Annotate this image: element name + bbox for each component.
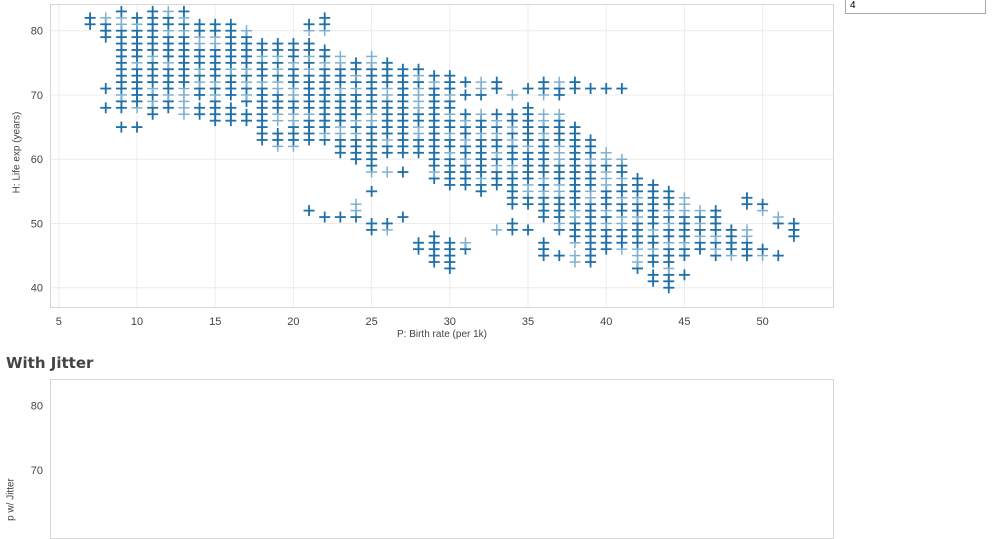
chart2-plot-frame — [50, 379, 834, 539]
chart1-x-tick-label: 20 — [287, 316, 299, 328]
chart1-x-tick-label: 45 — [678, 316, 690, 328]
chart1-y-tick-label: 70 — [31, 90, 43, 102]
chart1-x-tick-label: 10 — [131, 316, 143, 328]
chart2-y-tick-label: 80 — [31, 401, 43, 413]
chart1-y-tick-label: 60 — [31, 154, 43, 166]
chart1-x-tick-label: 25 — [365, 316, 377, 328]
chart1-y-axis-label: H: Life exp (years) — [11, 111, 23, 194]
chart1-x-tick-label: 40 — [600, 316, 612, 328]
chart1-plot-frame — [50, 4, 834, 308]
section-title-jitter: With Jitter — [6, 354, 94, 372]
parameter-input[interactable]: 4 — [845, 0, 986, 14]
chart1-x-tick-label: 30 — [444, 316, 456, 328]
chart1-y-tick-label: 50 — [31, 218, 43, 230]
chart1-x-axis-label: P: Birth rate (per 1k) — [396, 329, 488, 340]
chart1-x-tick-label: 5 — [56, 316, 62, 328]
chart1-y-tick-label: 80 — [31, 26, 43, 38]
chart1-y-tick-label: 40 — [31, 283, 43, 295]
chart2-y-tick-label: 70 — [31, 465, 43, 477]
chart1-x-tick-label: 15 — [209, 316, 221, 328]
chart1-x-tick-label: 35 — [522, 316, 534, 328]
chart1-x-tick-label: 50 — [756, 316, 768, 328]
chart2-y-axis-label: p w/ Jitter — [5, 478, 17, 521]
